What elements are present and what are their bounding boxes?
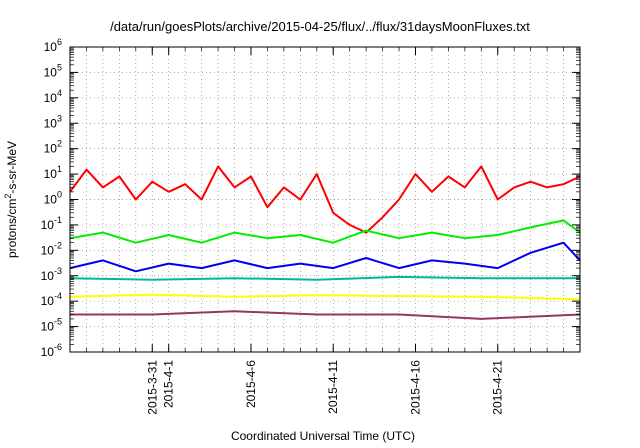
y-tick-label-base: 10 (41, 294, 55, 308)
series-line-2 (69, 219, 581, 244)
y-tick-label: 100 (44, 190, 62, 207)
y-tick-label-base: 10 (44, 116, 58, 130)
y-axis-label-prefix: protons/cm (5, 199, 19, 258)
y-tick-label-exponent: -5 (54, 317, 62, 327)
y-tick-label-exponent: 5 (57, 62, 62, 72)
series-line-3 (69, 241, 581, 273)
y-tick-label-exponent: 1 (57, 164, 62, 174)
y-axis-label-exponent: 2 (3, 194, 13, 199)
x-tick-label: 2015-4-21 (491, 360, 505, 415)
x-axis: 2015-3-31 2015-4-1 2015-4-6 2015-4-11 2015-4… (86, 47, 564, 415)
y-axis-label-suffix: -s-sr-MeV (5, 141, 19, 194)
series-line-4 (69, 275, 580, 281)
x-tick-label: 2015-4-1 (162, 360, 176, 408)
y-tick-label-exponent: -2 (54, 240, 62, 250)
chart-title: /data/run/goesPlots/archive/2015-04-25/f… (110, 19, 530, 34)
y-tick-label: 10-3 (41, 266, 62, 283)
series-group (69, 165, 581, 320)
y-tick-label-base: 10 (41, 243, 55, 257)
y-tick-label: 10-4 (41, 291, 62, 308)
y-tick-label-base: 10 (44, 193, 58, 207)
y-tick-label-base: 10 (41, 218, 55, 232)
x-tick-label: 2015-3-31 (145, 360, 159, 415)
series-line-6 (70, 310, 581, 320)
grid (70, 47, 580, 352)
y-tick-label-exponent: 3 (57, 113, 62, 123)
y-tick-label-exponent: 0 (57, 190, 62, 200)
y-tick-label-base: 10 (44, 40, 58, 54)
y-tick-label: 10-2 (41, 240, 62, 257)
y-tick-label: 103 (44, 113, 62, 130)
y-tick-label-base: 10 (41, 320, 55, 334)
y-tick-label-exponent: 2 (57, 139, 62, 149)
x-tick-label: 2015-4-16 (408, 360, 422, 415)
y-tick-label: 104 (44, 88, 62, 105)
y-tick-label: 101 (44, 164, 62, 181)
y-tick-label-exponent: 6 (57, 37, 62, 47)
y-tick-label-base: 10 (44, 91, 58, 105)
y-tick-label-exponent: -1 (54, 215, 62, 225)
y-tick-label-exponent: -6 (54, 342, 62, 352)
y-tick-label: 102 (44, 139, 62, 156)
y-tick-label-base: 10 (41, 269, 55, 283)
y-tick-label: 106 (44, 37, 62, 54)
y-tick-label-exponent: -4 (54, 291, 62, 301)
y-tick-label-base: 10 (44, 65, 58, 79)
y-tick-label-exponent: 4 (57, 88, 62, 98)
y-axis: 10-610-510-410-310-210-11001011021031041… (41, 37, 580, 359)
x-axis-label: Coordinated Universal Time (UTC) (231, 429, 415, 443)
y-tick-label-exponent: -3 (54, 266, 62, 276)
x-tick-label: 2015-4-11 (326, 360, 340, 414)
y-tick-label-base: 10 (41, 345, 55, 359)
y-tick-label: 105 (44, 62, 62, 79)
y-tick-label: 10-6 (41, 342, 62, 359)
series-line-1 (69, 165, 581, 234)
y-tick-label: 10-5 (41, 317, 62, 334)
series-line-5 (69, 293, 581, 301)
y-tick-label-base: 10 (44, 167, 58, 181)
x-tick-label: 2015-4-6 (244, 360, 258, 408)
y-tick-label: 10-1 (41, 215, 62, 232)
y-axis-label: protons/cm2-s-sr-MeV (3, 141, 19, 258)
y-tick-label-base: 10 (44, 142, 58, 156)
